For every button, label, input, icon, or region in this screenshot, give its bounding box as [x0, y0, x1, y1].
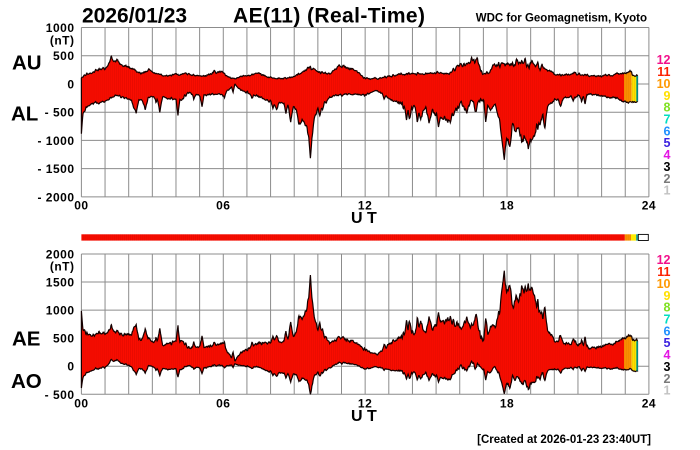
- svg-text:7: 7: [664, 113, 671, 127]
- svg-text:1: 1: [664, 384, 671, 398]
- svg-text:24: 24: [642, 397, 656, 411]
- svg-text:06: 06: [216, 198, 230, 212]
- svg-text:8: 8: [664, 101, 671, 115]
- svg-text:[Created at 2026-01-23 23:40UT: [Created at 2026-01-23 23:40UT]: [477, 434, 651, 446]
- svg-text:10: 10: [657, 77, 671, 91]
- svg-text:11: 11: [657, 265, 670, 279]
- svg-text:2: 2: [664, 372, 671, 386]
- svg-text:7: 7: [664, 313, 671, 327]
- svg-text:2: 2: [664, 172, 671, 186]
- svg-text:0: 0: [67, 78, 74, 92]
- svg-text:(nT): (nT): [50, 260, 75, 274]
- svg-text:- 1000: - 1000: [37, 134, 74, 148]
- svg-text:WDC for Geomagnetism, Kyoto: WDC for Geomagnetism, Kyoto: [476, 12, 647, 24]
- svg-text:AO: AO: [11, 370, 42, 393]
- svg-text:0: 0: [67, 360, 74, 374]
- svg-text:(nT): (nT): [50, 33, 75, 47]
- svg-text:00: 00: [74, 397, 88, 411]
- svg-text:4: 4: [664, 148, 671, 162]
- svg-text:500: 500: [53, 332, 75, 346]
- svg-text:1: 1: [664, 184, 671, 198]
- svg-text:2026/01/23: 2026/01/23: [82, 5, 187, 28]
- svg-text:9: 9: [664, 89, 671, 103]
- svg-text:12: 12: [657, 53, 671, 67]
- svg-text:3: 3: [664, 360, 671, 374]
- svg-text:10: 10: [657, 277, 671, 291]
- svg-text:12: 12: [358, 397, 372, 411]
- svg-text:4: 4: [664, 348, 671, 362]
- svg-text:5: 5: [664, 136, 671, 150]
- svg-text:5: 5: [664, 336, 671, 350]
- svg-text:- 2000: - 2000: [37, 190, 74, 204]
- svg-text:18: 18: [500, 397, 514, 411]
- svg-text:U T: U T: [351, 408, 377, 425]
- svg-text:1000: 1000: [46, 304, 75, 318]
- svg-text:1000: 1000: [46, 21, 75, 35]
- svg-text:6: 6: [664, 124, 671, 138]
- svg-text:500: 500: [53, 49, 75, 63]
- svg-text:AE(11) (Real-Time): AE(11) (Real-Time): [233, 5, 425, 28]
- svg-text:AL: AL: [11, 103, 38, 126]
- svg-text:U T: U T: [351, 210, 377, 227]
- svg-text:00: 00: [74, 198, 88, 212]
- svg-text:AE: AE: [12, 328, 40, 351]
- svg-text:AU: AU: [12, 52, 42, 75]
- svg-text:1500: 1500: [46, 276, 75, 290]
- svg-text:8: 8: [664, 301, 671, 315]
- svg-text:12: 12: [358, 198, 372, 212]
- svg-text:11: 11: [657, 65, 670, 79]
- svg-text:9: 9: [664, 289, 671, 303]
- svg-text:2000: 2000: [46, 248, 75, 262]
- svg-text:- 500: - 500: [45, 106, 75, 120]
- svg-text:06: 06: [216, 397, 230, 411]
- svg-text:18: 18: [500, 198, 514, 212]
- svg-text:12: 12: [657, 253, 671, 267]
- svg-text:24: 24: [642, 198, 656, 212]
- svg-text:- 500: - 500: [45, 388, 75, 402]
- svg-text:6: 6: [664, 324, 671, 338]
- svg-text:- 1500: - 1500: [37, 162, 74, 176]
- svg-text:3: 3: [664, 160, 671, 174]
